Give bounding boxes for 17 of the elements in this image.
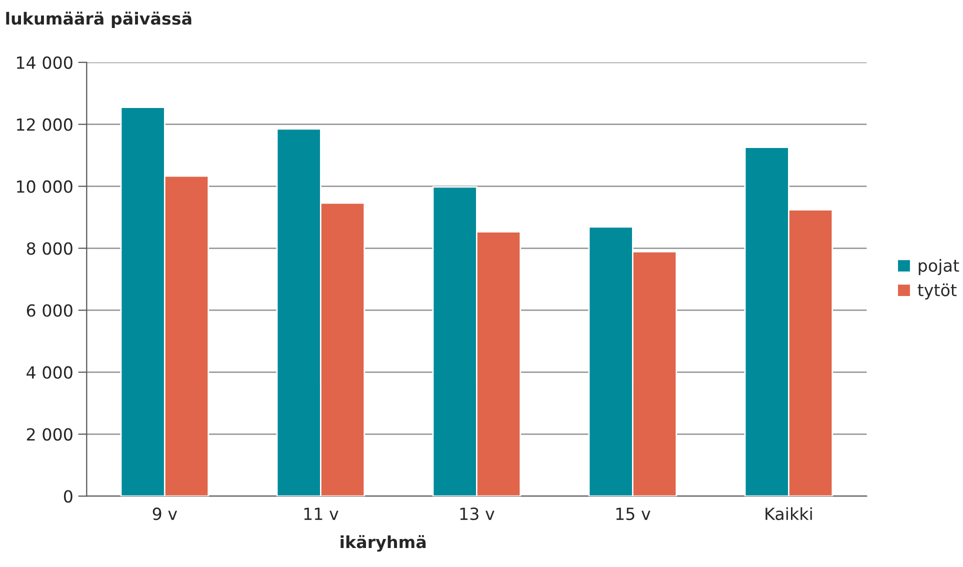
x-axis-title: ikäryhmä	[340, 535, 426, 552]
y-axis-title: lukumäärä päivässä	[6, 12, 192, 28]
x-tick-label: 15 v	[616, 508, 650, 520]
y-tick-label: 2 000	[26, 428, 72, 441]
y-tick-label: 14 000	[16, 56, 72, 69]
y-tick-label: 6 000	[26, 304, 72, 317]
y-tick-label: 4 000	[26, 366, 72, 379]
x-tick-label: 13 v	[460, 508, 494, 520]
x-tick-label: Kaikki	[766, 507, 812, 520]
legend-label: tytöt	[918, 283, 957, 300]
y-tick-label: 12 000	[16, 118, 72, 131]
legend-label: pojat	[918, 258, 960, 276]
y-tick-label: 8 000	[26, 242, 72, 255]
y-tick-label: 0	[64, 490, 72, 503]
x-tick-label: 11 v	[304, 508, 338, 520]
y-tick-label: 10 000	[16, 180, 72, 193]
x-tick-label: 9 v	[152, 508, 178, 520]
